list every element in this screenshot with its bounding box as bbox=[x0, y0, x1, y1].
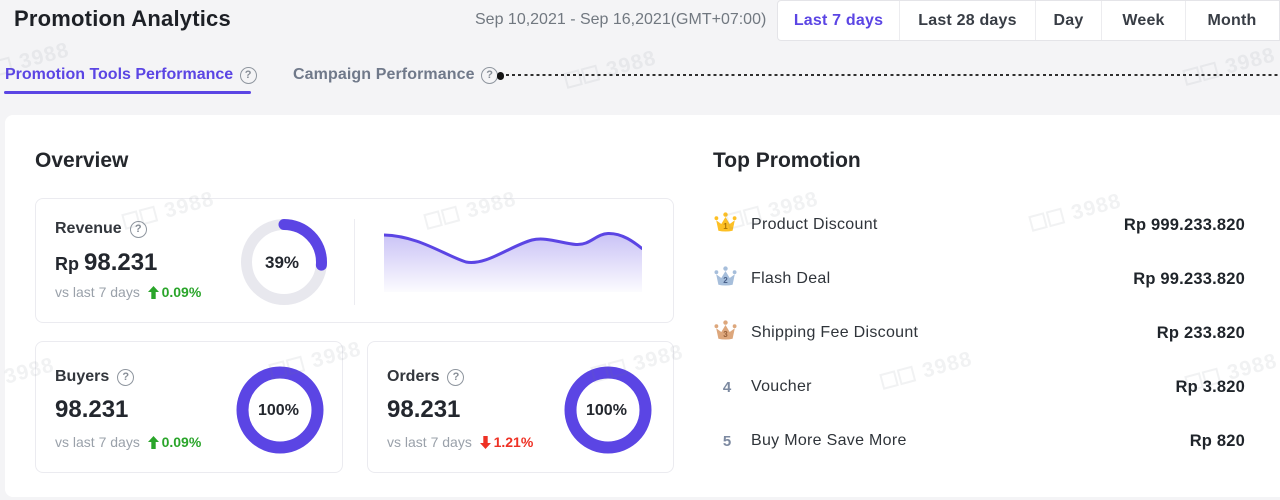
svg-text:3: 3 bbox=[723, 330, 728, 339]
svg-text:2: 2 bbox=[723, 276, 728, 285]
svg-text:1: 1 bbox=[723, 222, 728, 231]
